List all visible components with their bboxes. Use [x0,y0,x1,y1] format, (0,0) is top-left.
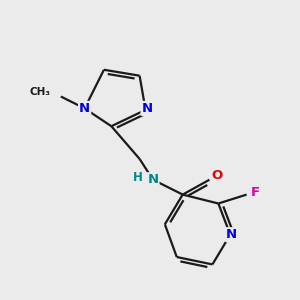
Text: N: N [226,228,237,241]
Text: F: F [251,186,260,199]
Text: CH₃: CH₃ [29,87,50,97]
Text: N: N [147,173,158,186]
Text: N: N [79,102,90,115]
Text: O: O [211,169,223,182]
Text: N: N [142,102,153,115]
Text: H: H [133,171,142,184]
